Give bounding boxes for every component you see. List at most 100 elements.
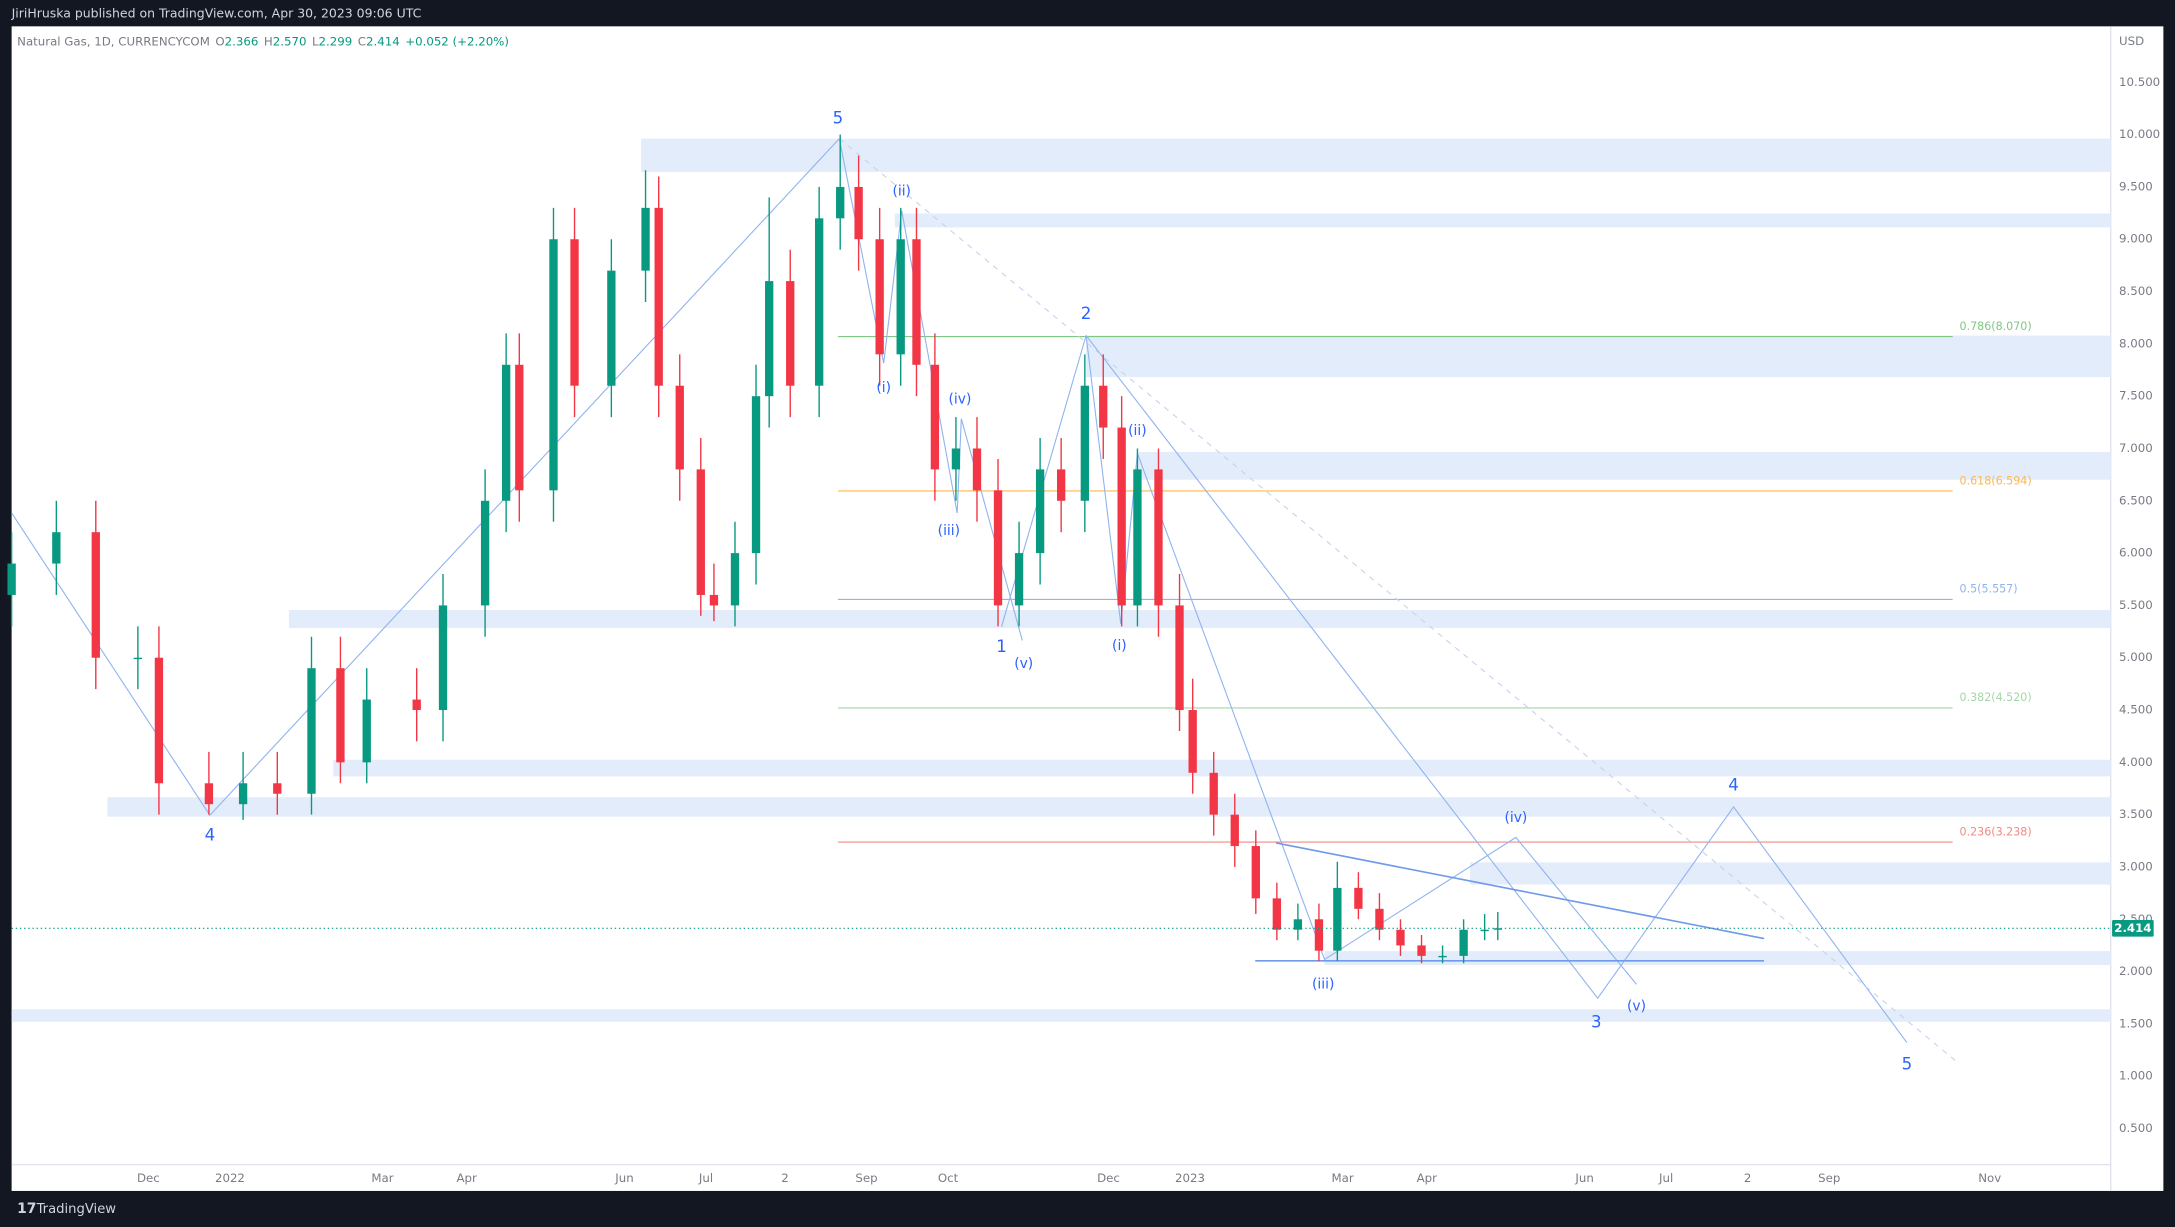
c-label: C: [358, 34, 366, 48]
wave-label: (iv): [1504, 810, 1527, 826]
wave-label: (v): [1014, 656, 1033, 672]
candle-body: [154, 657, 164, 784]
candle-body: [696, 469, 705, 595]
x-tick-label: Mar: [371, 1171, 393, 1185]
wave-label: (i): [876, 380, 891, 396]
y-tick-label: 1.500: [2119, 1016, 2153, 1030]
candle-body: [480, 500, 490, 606]
x-tick-label: Apr: [457, 1171, 478, 1185]
zone: [1137, 451, 2111, 480]
candle-body: [1035, 469, 1045, 554]
x-tick-label: 2023: [1175, 1171, 1205, 1185]
publisher: JiriHruska published on TradingView.com,…: [11, 5, 422, 20]
y-tick-label: 0.500: [2119, 1121, 2153, 1135]
candle-body: [1188, 710, 1197, 773]
candle-body: [1375, 908, 1384, 930]
candle-body: [1438, 955, 1447, 958]
zone: [1470, 862, 2111, 885]
candle-body: [7, 563, 16, 595]
candle-body: [1396, 929, 1405, 946]
candle-body: [1080, 385, 1089, 501]
candle-body: [515, 364, 524, 491]
candle-body: [570, 239, 579, 386]
wave-label: (i): [1112, 638, 1127, 654]
candle-body: [238, 783, 248, 805]
last-price-badge: [2112, 919, 2154, 937]
candle-body: [875, 239, 884, 355]
candle-body: [1014, 553, 1024, 606]
wave-label: 5: [1902, 1054, 1913, 1073]
candle-body: [1314, 919, 1324, 951]
wave-label: 4: [205, 826, 216, 845]
low: 2.299: [319, 34, 353, 48]
candle-body: [91, 532, 100, 658]
candle-body: [438, 605, 448, 711]
candle-body: [362, 699, 371, 763]
zone: [11, 1009, 2111, 1022]
candle-body: [1154, 469, 1163, 606]
candle-body: [751, 396, 761, 554]
y-tick-label: 10.500: [2119, 75, 2160, 89]
x-tick-label: Dec: [137, 1171, 160, 1185]
y-tick-label: 3.000: [2119, 859, 2153, 873]
brand[interactable]: TradingView: [36, 1202, 117, 1217]
change: +0.052 (+2.20%): [405, 34, 509, 48]
candle-body: [1251, 846, 1260, 899]
candle-body: [273, 783, 282, 794]
x-tick-label: Jun: [1574, 1171, 1593, 1185]
zone: [641, 138, 2111, 172]
candle-body: [654, 207, 663, 386]
candle-body: [912, 239, 921, 365]
candle-body: [836, 186, 845, 219]
wave-label: 5: [833, 109, 844, 128]
zone: [107, 797, 2111, 817]
x-tick-label: Jul: [698, 1171, 713, 1185]
wave-label: (iii): [938, 523, 960, 539]
candle-body: [1293, 919, 1303, 930]
open: 2.366: [225, 34, 259, 48]
candle-body: [815, 218, 824, 386]
fib-label: 0.382(4.520): [1960, 691, 2032, 704]
wave-line: [11, 138, 840, 817]
x-tick-label: Dec: [1097, 1171, 1120, 1185]
wave-line: [838, 138, 1956, 1062]
wave-line: [1085, 335, 1637, 985]
fib-label: 0.5(5.557): [1960, 583, 2018, 596]
x-tick-label: Jun: [614, 1171, 633, 1185]
candle-body: [1056, 469, 1066, 501]
y-tick-label: 8.500: [2119, 284, 2153, 298]
x-tick-label: Apr: [1417, 1171, 1438, 1185]
y-tick-label: 6.000: [2119, 546, 2153, 560]
y-tick-label: 8.000: [2119, 336, 2153, 350]
close: 2.414: [366, 34, 400, 48]
y-tick-label: 3.500: [2119, 807, 2153, 821]
symbol: Natural Gas, 1D, CURRENCYCOM: [17, 34, 210, 48]
x-tick-label: Sep: [1818, 1171, 1840, 1185]
drawings: 0.786(8.070) 0.618(6.594) 0.5(5.557) 0.382(…: [11, 138, 2111, 1062]
candle-body: [1133, 469, 1142, 606]
x-tick-label: Sep: [855, 1171, 877, 1185]
candle-body: [133, 657, 143, 660]
candle-body: [1209, 772, 1218, 815]
candle-body: [336, 668, 345, 763]
x-tick-label: Oct: [938, 1171, 959, 1185]
y-tick-label: 4.500: [2119, 703, 2153, 717]
candle-body: [765, 281, 774, 397]
candle-body: [1230, 814, 1239, 847]
x-tick-label: Nov: [1978, 1171, 2001, 1185]
zone: [288, 610, 2111, 629]
y-tick-label: 5.500: [2119, 598, 2153, 612]
y-tick-label: 9.500: [2119, 179, 2153, 193]
y-tick-label: 4.000: [2119, 755, 2153, 769]
wave-label: 3: [1591, 1013, 1602, 1032]
y-tick-label: 7.500: [2119, 389, 2153, 403]
tv-logo: 17: [17, 1201, 36, 1217]
candle-body: [709, 594, 719, 606]
h-label: H: [264, 34, 273, 48]
zone: [333, 759, 2111, 777]
candle-body: [1459, 929, 1468, 956]
zone: [1086, 335, 2111, 378]
candle-body: [52, 532, 61, 564]
